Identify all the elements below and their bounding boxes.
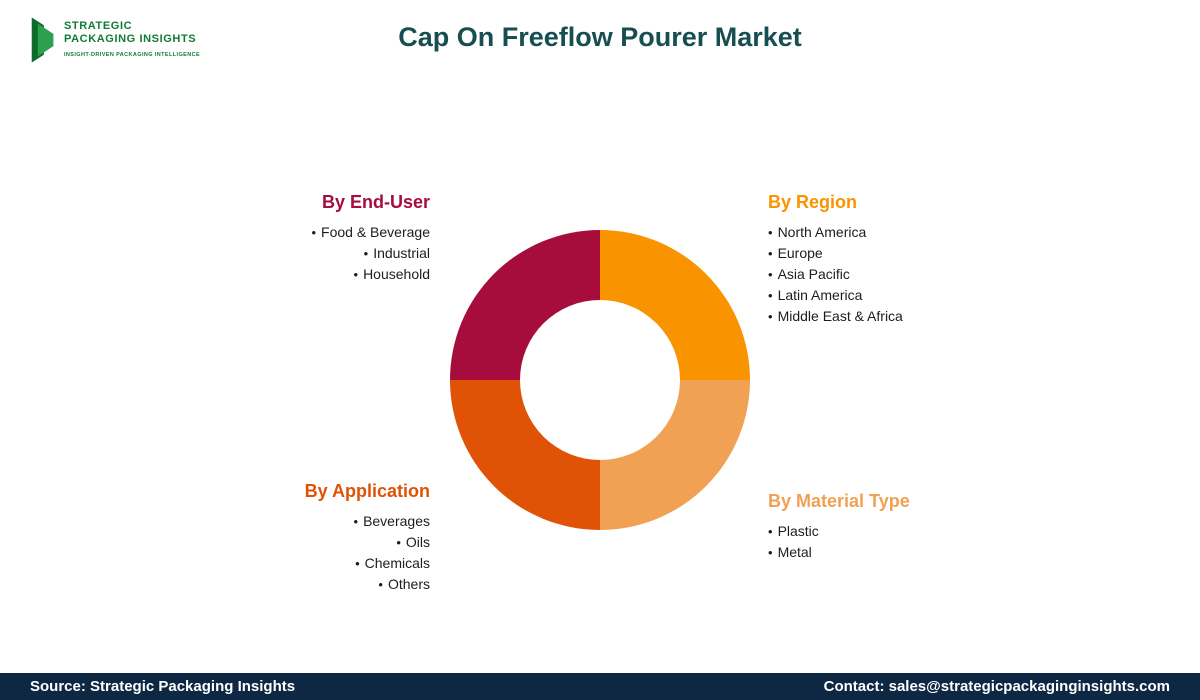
list-item: • Plastic (768, 521, 910, 542)
list-item-label: North America (777, 224, 867, 240)
list-item: • Others (305, 574, 430, 595)
segment-group-end-user: By End-User • Food & Beverage • Industrial •… (311, 192, 430, 285)
bullet-icon: • (363, 246, 369, 261)
list-item: • North America (768, 222, 903, 243)
bullet-icon: • (353, 514, 359, 529)
list-item-label: Food & Beverage (321, 224, 430, 240)
bullet-icon: • (768, 309, 773, 324)
list-item-label: Metal (777, 544, 812, 560)
bullet-icon: • (378, 577, 383, 592)
bullet-icon: • (768, 246, 773, 261)
list-item: • Industrial (311, 243, 430, 264)
list-item: • Household (311, 264, 431, 285)
list-item: • Metal (768, 542, 910, 563)
segment-group-region: By Region • North America • Europe • Asia Pac… (768, 192, 903, 327)
footer-contact: Contact: sales@strategicpackaginginsight… (823, 678, 1170, 695)
bullet-icon: • (353, 267, 359, 282)
segment-group-material-type: By Material Type • Plastic • Metal (768, 491, 910, 563)
bullet-icon: • (311, 225, 317, 240)
group-items-material-type: • Plastic • Metal (768, 521, 910, 563)
group-heading-application: By Application (304, 481, 430, 501)
bullet-icon: • (768, 288, 773, 303)
list-item-label: Middle East & Africa (777, 308, 903, 324)
list-item-label: Industrial (373, 245, 430, 261)
list-item-label: Europe (777, 245, 823, 261)
group-heading-end-user: By End-User (321, 192, 430, 212)
list-item-label: Plastic (777, 523, 819, 539)
list-item-label: Asia Pacific (777, 266, 850, 282)
logo-arrow-icon (31, 17, 54, 63)
group-items-region: • North America • Europe • Asia Pacific • Latin… (768, 222, 903, 327)
group-heading-material-type: By Material Type (768, 491, 910, 511)
segment-group-application: By Application • Beverages • Oils • Chemicals… (305, 481, 430, 595)
footer-bar: Source: Strategic Packaging Insights Con… (0, 673, 1200, 700)
logo-tagline: INSIGHT-DRIVEN PACKAGING INTELLIGENCE (64, 52, 201, 58)
page-title: Cap On Freeflow Pourer Market (398, 22, 802, 52)
group-items-end-user: • Food & Beverage • Industrial • Household (311, 222, 430, 285)
list-item: • Oils (305, 532, 430, 553)
list-item: • Latin America (768, 285, 903, 306)
list-item-label: Household (363, 266, 430, 282)
logo-text-strategic: STRATEGIC (64, 20, 133, 32)
donut-chart (450, 230, 750, 530)
logo-text-packaging-insights: PACKAGING INSIGHTS (64, 33, 197, 45)
list-item: • Middle East & Africa (768, 306, 903, 327)
list-item-label: Beverages (363, 513, 430, 529)
bullet-icon: • (768, 524, 773, 539)
list-item: • Beverages (305, 511, 431, 532)
group-items-application: • Beverages • Oils • Chemicals • Others (305, 511, 431, 595)
list-item: • Asia Pacific (768, 264, 903, 285)
list-item: • Food & Beverage (311, 222, 430, 243)
bullet-icon: • (355, 556, 360, 571)
list-item-label: Chemicals (364, 555, 430, 571)
bullet-icon: • (768, 267, 773, 282)
list-item-label: Oils (405, 534, 430, 550)
bullet-icon: • (396, 535, 401, 550)
donut-hole (520, 300, 680, 460)
footer-source: Source: Strategic Packaging Insights (30, 678, 296, 695)
group-heading-region: By Region (768, 192, 858, 212)
list-item-label: Latin America (777, 287, 863, 303)
list-item: • Europe (768, 243, 903, 264)
bullet-icon: • (768, 225, 773, 240)
list-item-label: Others (387, 576, 430, 592)
bullet-icon: • (768, 545, 773, 560)
logo-text: STRATEGIC PACKAGING INSIGHTS INSIGHT-DRI… (64, 14, 200, 58)
logo: STRATEGIC PACKAGING INSIGHTS INSIGHT-DRI… (30, 14, 200, 66)
list-item: • Chemicals (305, 553, 430, 574)
